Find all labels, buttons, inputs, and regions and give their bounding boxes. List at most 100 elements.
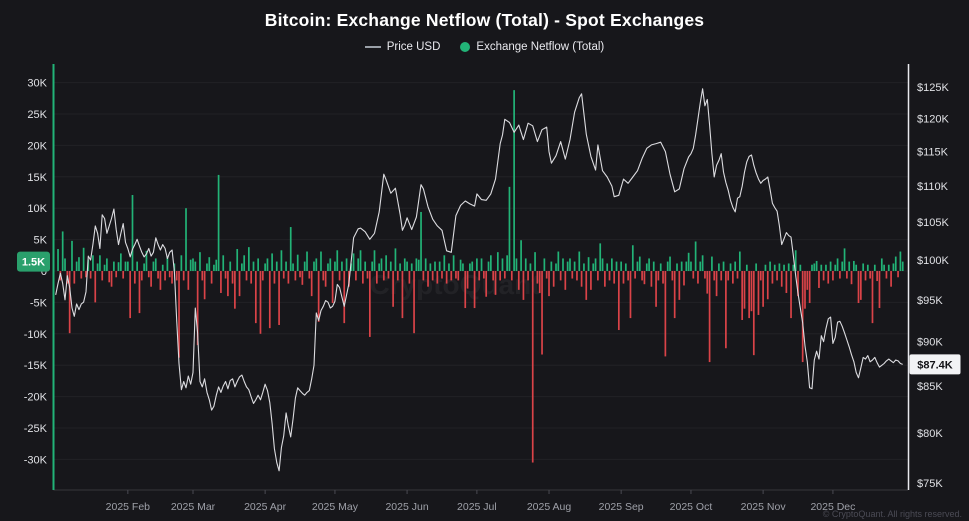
svg-text:2025 Sep: 2025 Sep [599, 501, 644, 513]
netflow-bar [487, 261, 490, 271]
netflow-bar [257, 258, 259, 271]
netflow-bar [243, 255, 246, 271]
netflow-bar [271, 253, 273, 271]
netflow-bar [341, 261, 343, 271]
netflow-bar [126, 261, 129, 271]
netflow-bar [804, 271, 806, 309]
netflow-bar [99, 255, 101, 271]
netflow-bar [124, 261, 127, 271]
netflow-bar [627, 271, 629, 281]
netflow-bar [473, 271, 476, 309]
svg-text:-15K: -15K [24, 360, 48, 372]
netflow-bar [662, 271, 664, 284]
netflow-bar [320, 251, 322, 271]
netflow-bar [294, 271, 297, 281]
netflow-bar [764, 264, 767, 271]
netflow-bar [252, 261, 255, 271]
netflow-bar [571, 271, 574, 279]
svg-text:-10K: -10K [24, 329, 48, 341]
netflow-bar [247, 247, 250, 271]
svg-text:2025 Jun: 2025 Jun [385, 501, 428, 513]
netflow-bar [757, 271, 760, 315]
netflow-bar [494, 271, 497, 295]
netflow-bar [576, 271, 578, 281]
netflow-bar [508, 186, 511, 271]
netflow-bar [734, 261, 737, 271]
netflow-bar [129, 271, 132, 319]
netflow-bar [92, 255, 94, 271]
netflow-bar [897, 271, 899, 278]
netflow-bar [557, 251, 560, 271]
netflow-bar [138, 271, 141, 314]
netflow-bar [368, 271, 371, 337]
netflow-bars [57, 90, 904, 463]
netflow-bar [692, 271, 695, 279]
netflow-bar [289, 227, 292, 271]
netflow-bar [278, 271, 280, 326]
netflow-bar [434, 261, 436, 271]
netflow-bar [624, 263, 627, 271]
netflow-bar [73, 271, 76, 284]
netflow-bar [106, 258, 108, 271]
netflow-bar [836, 258, 839, 271]
netflow-bar [85, 271, 87, 278]
netflow-bar [848, 261, 851, 271]
netflow-bar [636, 261, 639, 271]
netflow-bar [157, 271, 159, 279]
netflow-bar [515, 258, 518, 271]
netflow-bar [222, 255, 225, 271]
netflow-bar [813, 263, 816, 271]
copyright-text: © CryptoQuant. All rights reserved. [823, 509, 962, 519]
netflow-bar [641, 271, 643, 281]
netflow-bar [133, 271, 136, 284]
netflow-bar [794, 250, 797, 271]
netflow-bar [478, 271, 481, 281]
netflow-bar [738, 251, 741, 271]
netflow-bar [683, 271, 685, 286]
netflow-bar [748, 271, 750, 319]
netflow-bar [64, 258, 66, 271]
netflow-bar [811, 264, 813, 271]
netflow-bar [417, 259, 420, 271]
netflow-bar [231, 271, 234, 284]
netflow-bar [387, 271, 390, 279]
svg-text:30K: 30K [27, 78, 47, 90]
netflow-bar [550, 261, 553, 271]
netflow-bar [569, 258, 571, 271]
netflow-bar [862, 263, 865, 271]
netflow-bar [850, 271, 853, 285]
netflow-bar [178, 271, 180, 358]
netflow-bar [396, 271, 399, 281]
netflow-bar [101, 271, 104, 281]
netflow-bar [531, 271, 534, 463]
netflow-bar [78, 257, 80, 271]
legend-item-price[interactable]: Price USD [364, 41, 440, 53]
price-current-badge: $87.4K [909, 354, 961, 375]
netflow-bar [853, 260, 855, 271]
netflow-bar [143, 263, 145, 271]
netflow-bar [392, 271, 394, 307]
netflow-bar [892, 263, 895, 271]
netflow-bar [299, 271, 301, 278]
netflow-bar [375, 271, 378, 284]
netflow-bar [759, 271, 762, 281]
legend-item-netflow[interactable]: Exchange Netflow (Total) [460, 41, 604, 53]
netflow-bar [832, 271, 834, 281]
netflow-bar [380, 258, 383, 271]
netflow-bar [622, 271, 625, 284]
netflow-bar [352, 253, 355, 271]
netflow-bar [706, 271, 709, 294]
netflow-bar [650, 271, 653, 287]
svg-text:$105K: $105K [917, 217, 949, 229]
netflow-bar [154, 258, 157, 271]
netflow-bar [264, 263, 266, 271]
netflow-bar [604, 271, 606, 287]
netflow-bar [513, 90, 515, 271]
netflow-bar [545, 271, 548, 279]
netflow-bar [720, 271, 723, 281]
netflow-bar [601, 258, 604, 271]
netflow-bar [606, 263, 609, 271]
netflow-bar [117, 262, 120, 271]
